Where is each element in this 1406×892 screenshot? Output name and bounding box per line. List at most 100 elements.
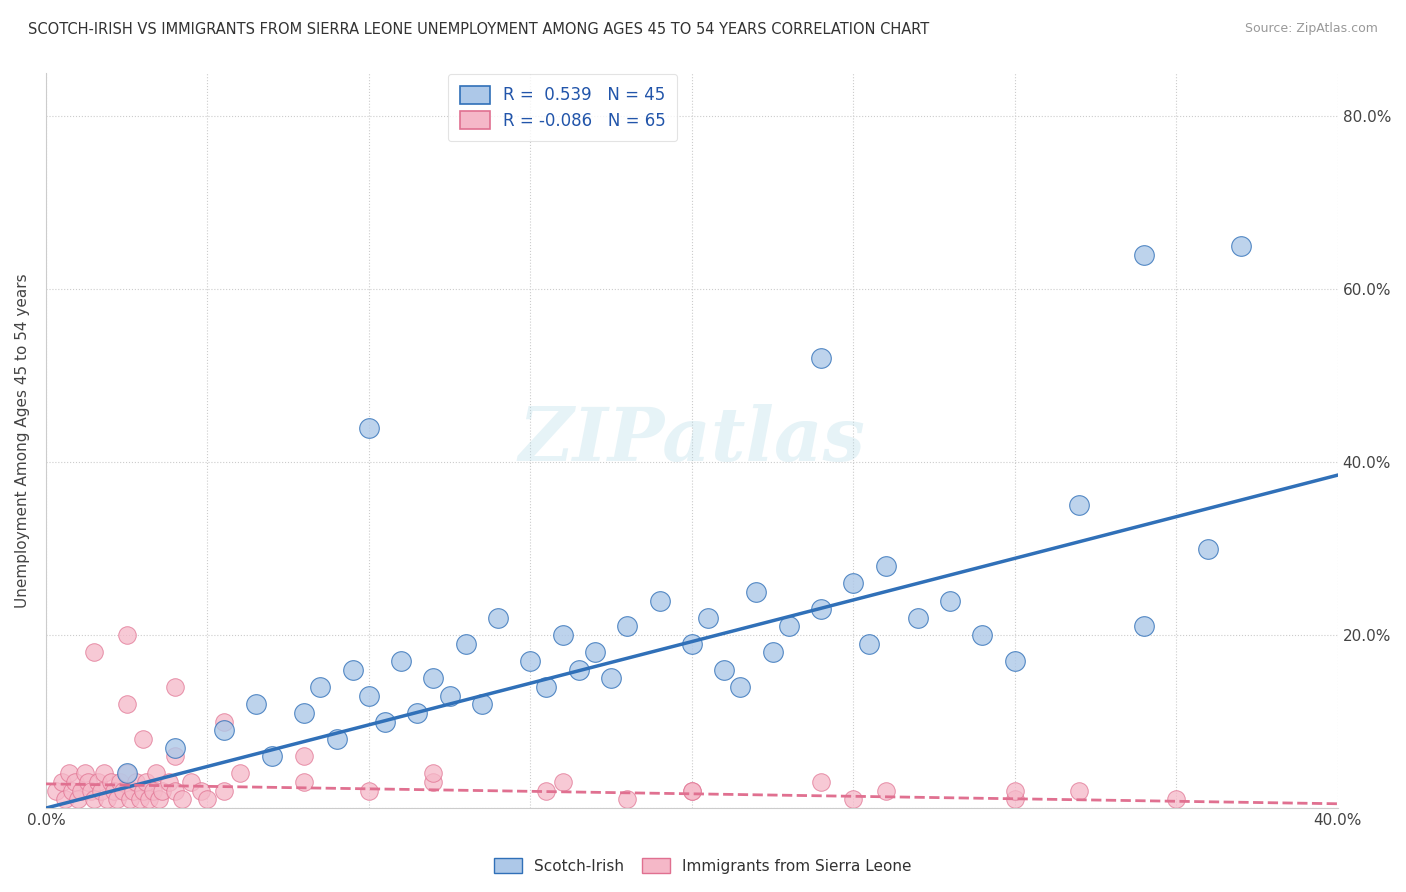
Point xyxy=(309,680,332,694)
Point xyxy=(568,663,591,677)
Point xyxy=(51,775,73,789)
Point xyxy=(875,784,897,798)
Point xyxy=(616,792,638,806)
Point xyxy=(810,351,832,366)
Point xyxy=(439,689,461,703)
Point xyxy=(245,698,267,712)
Point xyxy=(157,775,180,789)
Point xyxy=(292,775,315,789)
Point xyxy=(118,792,141,806)
Point xyxy=(842,792,865,806)
Point xyxy=(648,593,671,607)
Point xyxy=(135,775,157,789)
Point xyxy=(389,654,412,668)
Point xyxy=(858,637,880,651)
Point xyxy=(1198,541,1220,556)
Point xyxy=(810,775,832,789)
Point xyxy=(138,792,160,806)
Point xyxy=(45,784,67,798)
Point xyxy=(132,784,155,798)
Point xyxy=(1004,792,1026,806)
Text: Source: ZipAtlas.com: Source: ZipAtlas.com xyxy=(1244,22,1378,36)
Point xyxy=(190,784,212,798)
Point xyxy=(1166,792,1188,806)
Point xyxy=(551,628,574,642)
Point xyxy=(292,749,315,764)
Point xyxy=(357,689,380,703)
Point xyxy=(165,680,187,694)
Y-axis label: Unemployment Among Ages 45 to 54 years: Unemployment Among Ages 45 to 54 years xyxy=(15,273,30,607)
Point xyxy=(73,766,96,780)
Point xyxy=(100,775,122,789)
Point xyxy=(875,558,897,573)
Point xyxy=(145,766,167,780)
Point xyxy=(907,611,929,625)
Point xyxy=(53,792,76,806)
Point xyxy=(112,784,135,798)
Legend: Scotch-Irish, Immigrants from Sierra Leone: Scotch-Irish, Immigrants from Sierra Leo… xyxy=(488,852,918,880)
Point xyxy=(60,784,83,798)
Point xyxy=(583,645,606,659)
Point xyxy=(150,784,173,798)
Point xyxy=(536,784,558,798)
Point xyxy=(697,611,720,625)
Point xyxy=(1069,784,1091,798)
Point xyxy=(83,645,105,659)
Point xyxy=(105,792,128,806)
Point xyxy=(83,792,105,806)
Point xyxy=(128,792,150,806)
Point xyxy=(536,680,558,694)
Point xyxy=(972,628,994,642)
Point xyxy=(90,784,112,798)
Point xyxy=(115,766,138,780)
Point xyxy=(63,775,86,789)
Point xyxy=(357,784,380,798)
Point xyxy=(115,628,138,642)
Point xyxy=(1133,619,1156,633)
Point xyxy=(125,775,148,789)
Point xyxy=(292,706,315,720)
Point xyxy=(212,723,235,738)
Point xyxy=(110,775,132,789)
Point xyxy=(1004,654,1026,668)
Point xyxy=(165,740,187,755)
Point xyxy=(122,784,145,798)
Point xyxy=(180,775,202,789)
Point xyxy=(115,698,138,712)
Point xyxy=(96,792,118,806)
Point xyxy=(132,731,155,746)
Point xyxy=(103,784,125,798)
Point xyxy=(141,784,163,798)
Point xyxy=(778,619,800,633)
Point xyxy=(1004,784,1026,798)
Point xyxy=(1069,499,1091,513)
Point xyxy=(519,654,541,668)
Point xyxy=(80,784,103,798)
Point xyxy=(148,792,170,806)
Point xyxy=(67,792,90,806)
Point xyxy=(374,714,396,729)
Point xyxy=(260,749,283,764)
Point xyxy=(761,645,783,659)
Point xyxy=(342,663,364,677)
Point xyxy=(325,731,347,746)
Point xyxy=(212,714,235,729)
Point xyxy=(616,619,638,633)
Point xyxy=(406,706,429,720)
Point xyxy=(1229,239,1251,253)
Point xyxy=(681,784,703,798)
Point xyxy=(357,420,380,434)
Legend: R =  0.539   N = 45, R = -0.086   N = 65: R = 0.539 N = 45, R = -0.086 N = 65 xyxy=(449,74,678,141)
Text: SCOTCH-IRISH VS IMMIGRANTS FROM SIERRA LEONE UNEMPLOYMENT AMONG AGES 45 TO 54 YE: SCOTCH-IRISH VS IMMIGRANTS FROM SIERRA L… xyxy=(28,22,929,37)
Point xyxy=(681,784,703,798)
Point xyxy=(600,671,623,685)
Point xyxy=(454,637,477,651)
Point xyxy=(86,775,108,789)
Point xyxy=(810,602,832,616)
Point xyxy=(422,775,444,789)
Point xyxy=(1133,247,1156,261)
Point xyxy=(228,766,250,780)
Point xyxy=(165,784,187,798)
Point xyxy=(728,680,751,694)
Point xyxy=(486,611,509,625)
